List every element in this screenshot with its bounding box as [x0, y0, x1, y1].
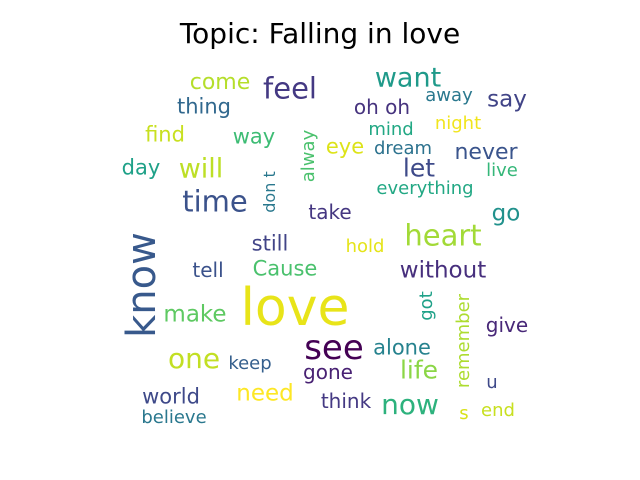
cloud-word: s	[459, 403, 469, 424]
cloud-word: way	[232, 124, 276, 149]
cloud-word: mind	[368, 119, 414, 140]
cloud-word: want	[374, 62, 442, 94]
cloud-word: life	[399, 355, 439, 385]
cloud-word: go	[491, 200, 521, 227]
cloud-word: without	[399, 257, 487, 284]
cloud-word: come	[189, 70, 251, 95]
cloud-word: now	[381, 388, 439, 421]
cloud-word: everything	[376, 178, 474, 199]
cloud-word: oh oh	[353, 95, 411, 119]
cloud-word: find	[145, 122, 185, 147]
cloud-word: remember	[453, 293, 474, 389]
cloud-word: never	[454, 140, 518, 165]
cloud-word: one	[167, 342, 221, 375]
cloud-word: world	[142, 384, 200, 409]
cloud-word: end	[481, 400, 515, 421]
cloud-word: alone	[373, 335, 431, 360]
cloud-word: take	[308, 200, 352, 224]
cloud-word: think	[320, 389, 372, 413]
cloud-word: tell	[192, 258, 224, 282]
cloud-word: love	[240, 278, 350, 338]
cloud-word: live	[486, 160, 518, 181]
cloud-word: know	[119, 232, 165, 338]
cloud-word: alway	[298, 129, 319, 183]
cloud-word: day	[121, 155, 161, 180]
cloud-word: don t	[260, 171, 279, 213]
cloud-word: got	[416, 291, 437, 321]
cloud-word: need	[236, 380, 294, 407]
cloud-word: u	[486, 372, 498, 393]
cloud-word: say	[487, 86, 527, 113]
cloud-word: time	[182, 184, 248, 219]
cloud-word: Cause	[252, 256, 318, 281]
cloud-word: let	[402, 153, 436, 183]
cloud-word: see	[304, 328, 364, 368]
cloud-word: eye	[325, 134, 365, 159]
cloud-word: keep	[228, 353, 272, 374]
cloud-word: give	[485, 313, 529, 337]
cloud-word: hold	[345, 236, 385, 257]
cloud-word: night	[434, 113, 482, 134]
cloud-word: will	[178, 153, 224, 185]
cloud-word: believe	[141, 407, 207, 428]
cloud-word: gone	[303, 360, 353, 384]
cloud-word: feel	[263, 71, 317, 106]
cloud-word: dream	[373, 138, 433, 159]
cloud-word: still	[251, 231, 289, 256]
figure-title: Topic: Falling in love	[179, 17, 461, 50]
cloud-word: heart	[404, 218, 482, 253]
cloud-word: thing	[176, 94, 232, 119]
cloud-word: make	[163, 301, 227, 328]
cloud-word: away	[425, 85, 473, 106]
